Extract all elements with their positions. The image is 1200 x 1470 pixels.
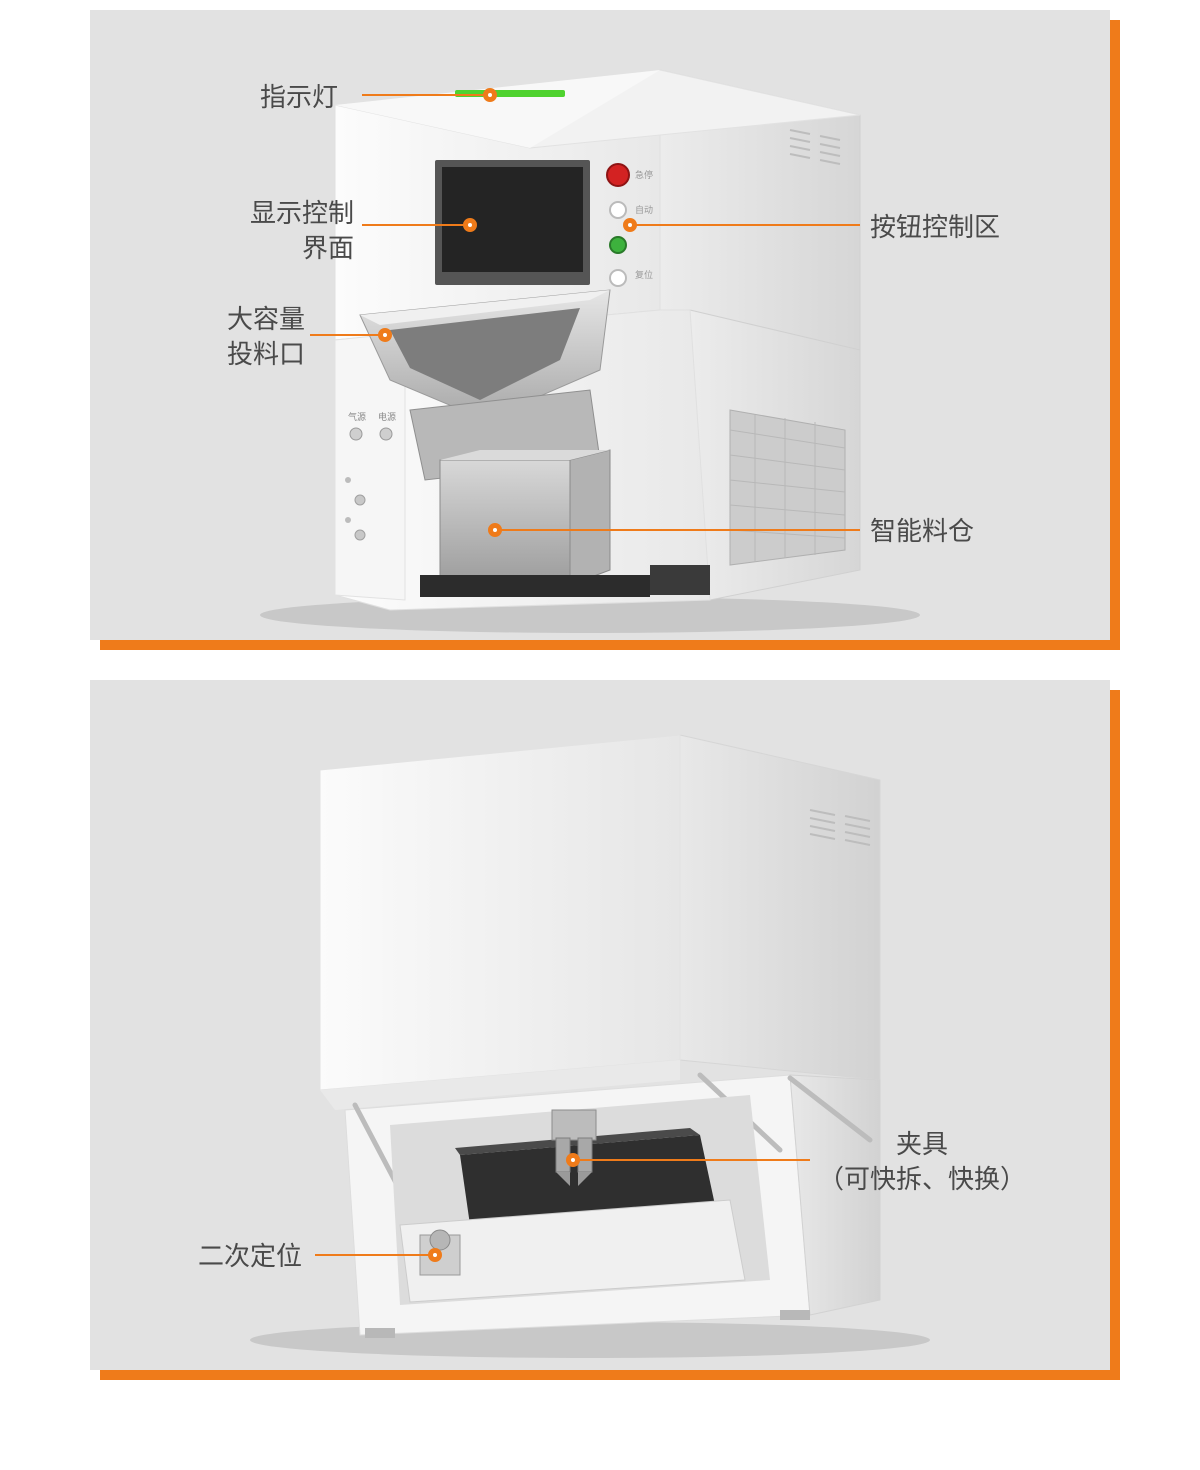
page: 急停 自动 复位 气源 电源	[0, 10, 1200, 1370]
svg-text:复位: 复位	[635, 269, 653, 280]
panel-rear-view: 夹具（可快拆、快换） 二次定位	[90, 680, 1110, 1370]
callout-secondary-positioning: 二次定位	[198, 1239, 302, 1274]
callout-buttons: 按钮控制区	[870, 210, 1000, 245]
callout-fixture: 夹具（可快拆、快换）	[818, 1127, 1026, 1197]
panel-front-view: 急停 自动 复位 气源 电源	[90, 10, 1110, 640]
svg-text:急停: 急停	[635, 169, 653, 180]
panel-bg: 急停 自动 复位 气源 电源	[90, 10, 1110, 640]
svg-text:气源: 气源	[348, 411, 366, 422]
panel-bg: 夹具（可快拆、快换） 二次定位	[90, 680, 1110, 1370]
callout-display: 显示控制界面	[214, 196, 354, 266]
callout-indicator: 指示灯	[260, 80, 338, 115]
svg-text:电源: 电源	[378, 411, 396, 422]
callout-hopper: 大容量投料口	[200, 302, 305, 372]
callout-smartbin: 智能料仓	[870, 514, 974, 549]
svg-text:自动: 自动	[635, 204, 653, 215]
